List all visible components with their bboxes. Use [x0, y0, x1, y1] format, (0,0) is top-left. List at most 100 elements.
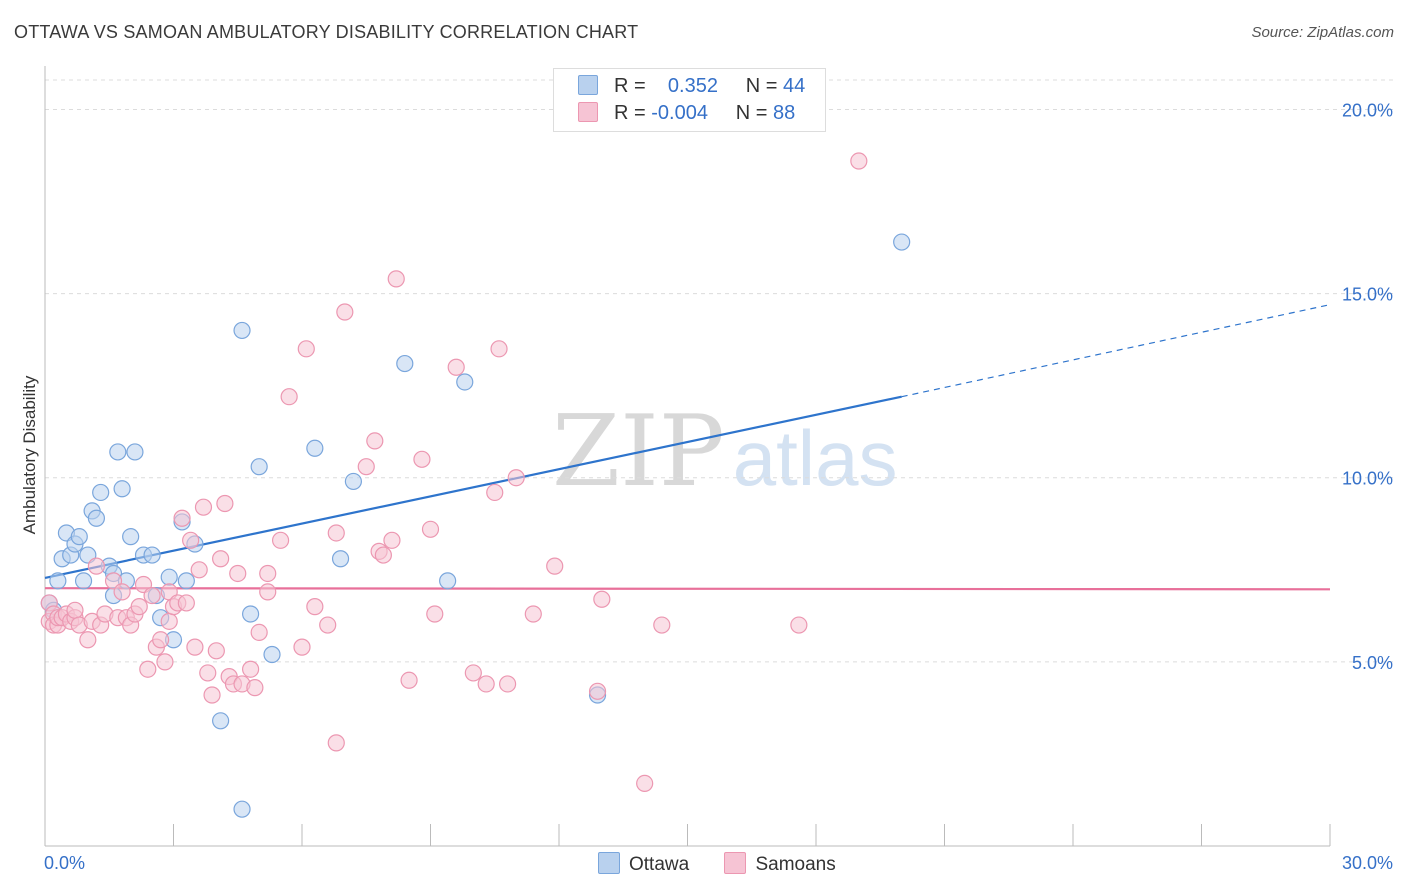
data-point-ottawa	[456, 373, 474, 391]
series-samoan	[40, 152, 868, 792]
data-point-samoan	[421, 520, 440, 538]
data-point-samoan	[199, 664, 217, 682]
tick-labels: 5.0% 10.0% 15.0% 20.0% 0.0% 30.0%	[44, 100, 1393, 873]
data-point-ottawa	[250, 458, 268, 476]
data-point-samoan	[327, 524, 345, 542]
series-ottawa	[40, 233, 911, 818]
trend-lines	[44, 304, 1331, 591]
ottawa-swatch	[578, 75, 598, 95]
data-point-samoan	[486, 483, 504, 502]
data-point-samoan	[507, 469, 525, 487]
data-point-samoan	[216, 494, 234, 513]
data-point-ottawa	[143, 546, 161, 564]
x-tick-label: 0.0%	[44, 853, 85, 873]
data-point-samoan	[139, 660, 157, 678]
data-point-samoan	[357, 458, 375, 476]
data-point-samoan	[160, 612, 178, 630]
data-point-samoan	[490, 340, 508, 358]
data-point-ottawa	[344, 472, 362, 491]
trend-extension-ottawa	[901, 304, 1331, 398]
data-point-samoan	[280, 388, 298, 406]
data-point-ottawa	[233, 800, 251, 818]
legend-item-samoans[interactable]: Samoans	[724, 852, 836, 876]
data-point-samoan	[130, 598, 148, 616]
data-point-ottawa	[396, 354, 414, 373]
data-point-samoan	[850, 152, 868, 170]
data-point-samoan	[297, 340, 315, 358]
data-point-ottawa	[306, 439, 324, 457]
chart-title: OTTAWA VS SAMOAN AMBULATORY DISABILITY C…	[14, 22, 639, 42]
x-tick-label: 30.0%	[1342, 853, 1393, 873]
samoan-swatch	[724, 852, 747, 874]
data-point-ottawa	[113, 480, 131, 498]
legend-item-ottawa[interactable]: Ottawa	[598, 852, 689, 876]
data-point-ottawa	[212, 712, 230, 730]
data-point-samoan	[447, 358, 465, 376]
data-point-samoan	[336, 303, 354, 321]
data-point-samoan	[271, 531, 290, 549]
data-points	[40, 152, 911, 818]
data-point-samoan	[426, 605, 444, 623]
data-point-samoan	[194, 498, 213, 516]
data-point-samoan	[499, 675, 517, 693]
data-point-ottawa	[92, 483, 110, 502]
data-point-samoan	[207, 642, 225, 660]
data-point-ottawa	[109, 443, 127, 461]
data-point-samoan	[177, 594, 195, 612]
samoan-swatch	[578, 102, 598, 122]
data-point-samoan	[259, 564, 277, 583]
data-point-samoan	[524, 605, 542, 623]
data-point-ottawa	[87, 509, 106, 527]
data-point-samoan	[387, 270, 405, 288]
legend-r-value: -0.004	[651, 102, 708, 124]
legend-n-value: 44	[783, 75, 806, 97]
y-tick-label: 5.0%	[1352, 653, 1393, 673]
data-point-samoan	[593, 590, 611, 608]
data-point-samoan	[306, 598, 324, 616]
data-point-samoan	[400, 671, 418, 689]
data-point-samoan	[246, 679, 264, 697]
data-point-samoan	[242, 660, 260, 678]
trend-line-samoan	[44, 587, 1331, 591]
data-point-samoan	[212, 550, 230, 568]
y-tick-label: 15.0%	[1342, 285, 1393, 305]
data-point-samoan	[293, 638, 311, 656]
data-point-samoan	[383, 531, 401, 549]
data-point-samoan	[413, 450, 431, 468]
data-point-ottawa	[439, 572, 457, 590]
data-point-samoan	[173, 509, 191, 527]
data-point-samoan	[87, 557, 106, 575]
data-point-samoan	[66, 601, 84, 619]
data-point-samoan	[113, 583, 131, 601]
legend-n-label: N =	[735, 102, 768, 124]
data-point-ottawa	[126, 443, 144, 461]
y-tick-label: 10.0%	[1342, 469, 1393, 489]
data-point-samoan	[653, 616, 671, 634]
data-point-samoan	[327, 734, 345, 752]
series-legend: Ottawa Samoans	[598, 852, 866, 876]
legend-n-label: N =	[745, 75, 778, 97]
data-point-samoan	[259, 583, 277, 601]
grid-lines	[45, 79, 1395, 663]
y-tick-label: 20.0%	[1342, 100, 1393, 120]
legend-label-samoans: Samoans	[755, 854, 836, 875]
trend-line-ottawa	[44, 395, 902, 579]
source-label: Source: ZipAtlas.com	[1251, 24, 1394, 41]
legend-row-ottawa: R = 0.352 N = 44	[578, 75, 805, 99]
data-point-ottawa	[331, 550, 350, 568]
data-point-samoan	[319, 616, 337, 634]
data-point-samoan	[374, 546, 392, 564]
data-point-samoan	[477, 675, 495, 693]
data-point-samoan	[79, 631, 97, 649]
data-point-samoan	[203, 686, 221, 704]
data-point-samoan	[464, 664, 482, 682]
data-point-samoan	[229, 564, 247, 583]
data-point-samoan	[143, 586, 161, 605]
data-point-samoan	[366, 432, 384, 450]
axes	[44, 66, 1331, 847]
data-point-ottawa	[233, 321, 251, 340]
data-point-samoan	[156, 653, 174, 671]
legend-n-value: 88	[773, 102, 796, 124]
data-point-ottawa	[177, 572, 195, 590]
